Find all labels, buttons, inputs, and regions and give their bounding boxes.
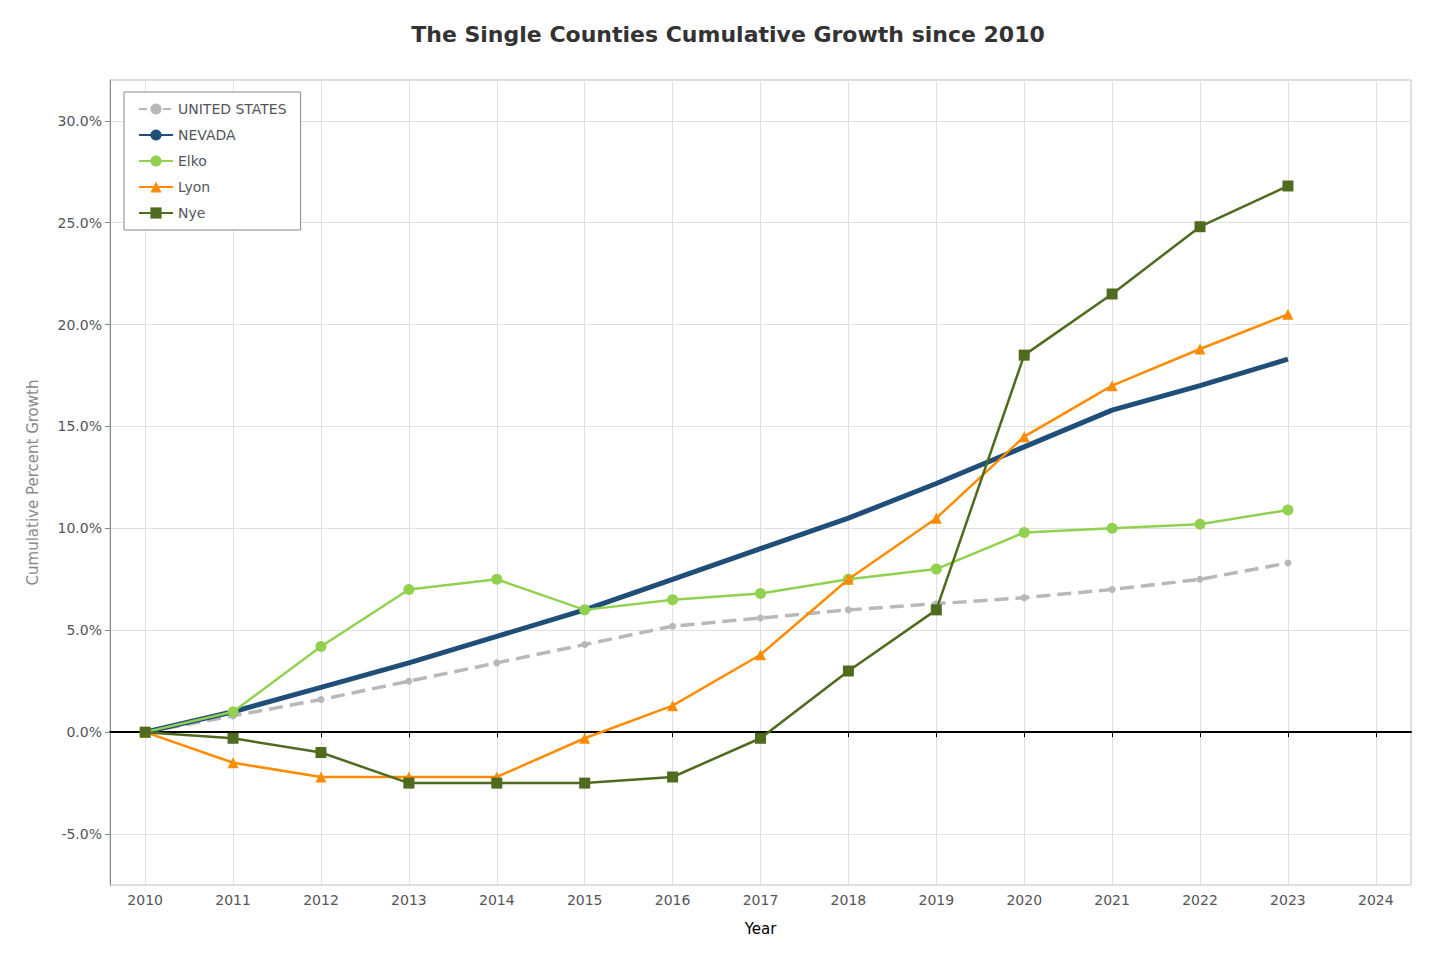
svg-text:2020: 2020 (1006, 892, 1042, 908)
svg-text:-5.0%: -5.0% (61, 826, 102, 842)
svg-text:NEVADA: NEVADA (178, 127, 236, 143)
svg-text:2015: 2015 (567, 892, 603, 908)
svg-text:Elko: Elko (178, 153, 207, 169)
svg-text:Lyon: Lyon (178, 179, 210, 195)
svg-text:5.0%: 5.0% (66, 622, 102, 638)
svg-text:2013: 2013 (391, 892, 427, 908)
svg-text:20.0%: 20.0% (58, 317, 102, 333)
svg-text:UNITED STATES: UNITED STATES (178, 101, 287, 117)
svg-text:Year: Year (744, 920, 778, 938)
svg-text:2011: 2011 (215, 892, 251, 908)
svg-text:2017: 2017 (743, 892, 779, 908)
svg-text:2024: 2024 (1358, 892, 1394, 908)
svg-text:2022: 2022 (1182, 892, 1218, 908)
svg-text:Cumulative Percent Growth: Cumulative Percent Growth (24, 380, 42, 586)
svg-text:2010: 2010 (127, 892, 163, 908)
svg-text:30.0%: 30.0% (58, 113, 102, 129)
svg-text:0.0%: 0.0% (66, 724, 102, 740)
svg-text:15.0%: 15.0% (58, 418, 102, 434)
svg-text:2012: 2012 (303, 892, 339, 908)
svg-text:25.0%: 25.0% (58, 215, 102, 231)
svg-text:The Single Counties Cumulative: The Single Counties Cumulative Growth si… (411, 22, 1045, 47)
svg-text:2019: 2019 (918, 892, 954, 908)
svg-text:Nye: Nye (178, 205, 205, 221)
svg-text:2018: 2018 (831, 892, 867, 908)
svg-text:2016: 2016 (655, 892, 691, 908)
svg-text:10.0%: 10.0% (58, 520, 102, 536)
svg-text:2023: 2023 (1270, 892, 1306, 908)
svg-text:2021: 2021 (1094, 892, 1130, 908)
svg-text:2014: 2014 (479, 892, 515, 908)
